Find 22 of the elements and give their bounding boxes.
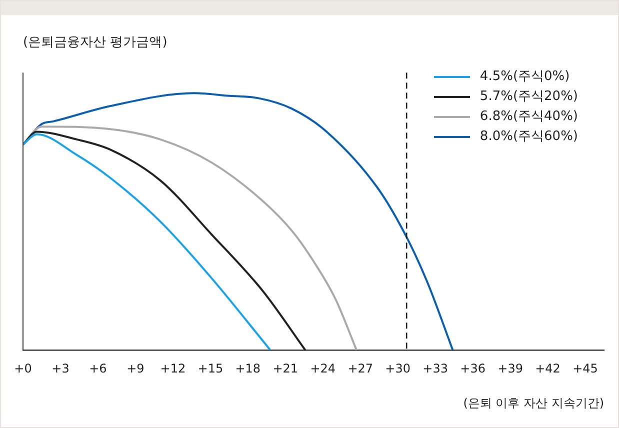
- x-axis-title: (은퇴 이후 자산 지속기간): [463, 396, 604, 410]
- x-tick-label: +15: [198, 362, 224, 376]
- x-tick-label: +42: [535, 362, 560, 376]
- chart-title: (은퇴금융자산 평가금액): [23, 35, 168, 50]
- legend-label: 5.7%(주식20%): [480, 88, 578, 106]
- x-tick-label: +0: [14, 362, 32, 376]
- x-tick-label: +3: [52, 362, 70, 376]
- x-tick-label: +30: [385, 362, 411, 376]
- x-tick-label: +6: [89, 362, 107, 376]
- x-tick-label: +12: [160, 362, 186, 376]
- legend-label: 6.8%(주식40%): [480, 108, 578, 126]
- x-tick-label: +36: [460, 362, 486, 376]
- x-tick-label: +45: [572, 362, 598, 376]
- x-tick-label: +33: [422, 362, 448, 376]
- legend-label: 4.5%(주식0%): [480, 68, 570, 86]
- x-tick-label: +27: [348, 362, 374, 376]
- x-tick-label: +9: [126, 362, 144, 376]
- x-tick-label: +21: [272, 362, 298, 376]
- x-tick-label: +18: [235, 362, 261, 376]
- x-tick-label: +24: [310, 362, 336, 376]
- legend-label: 8.0%(주식60%): [480, 128, 578, 146]
- x-tick-label: +39: [498, 362, 523, 376]
